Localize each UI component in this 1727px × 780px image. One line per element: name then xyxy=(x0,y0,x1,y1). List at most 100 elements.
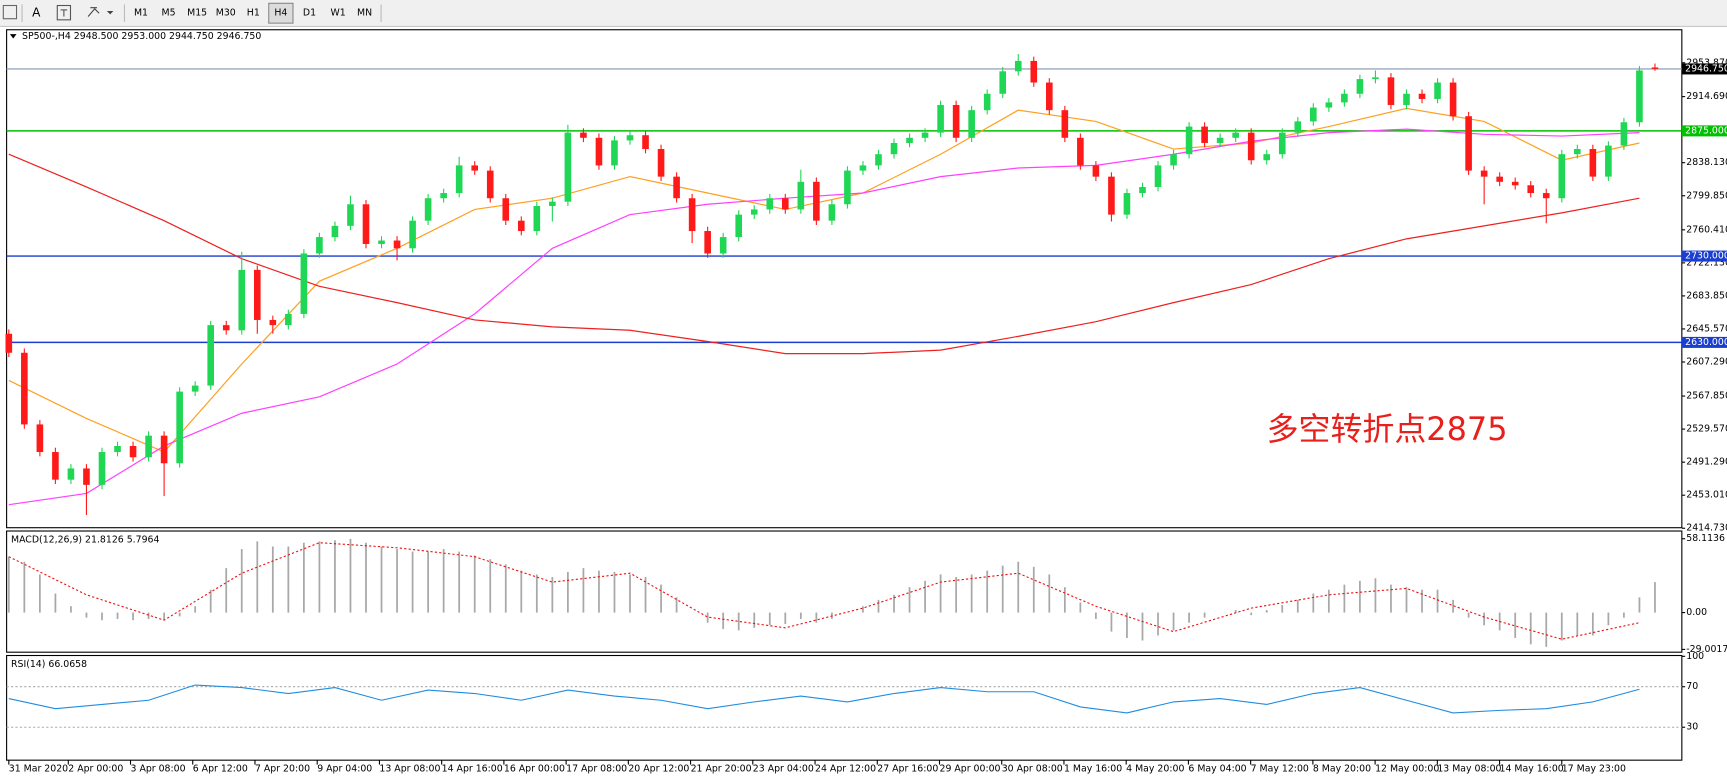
candle-body xyxy=(766,198,774,210)
candle-body xyxy=(875,154,882,166)
candle-body xyxy=(1108,176,1115,215)
candle-body xyxy=(471,165,479,171)
timeframe-bar: M1 M5 M15 M30 H1 H4 D1 W1 MN xyxy=(134,2,382,24)
indicator-title: RSI(14) 66.0658 xyxy=(11,659,87,670)
moving-average xyxy=(8,153,1640,355)
candle-body xyxy=(1542,193,1550,199)
y-tick-label: 30 xyxy=(1686,722,1698,733)
x-tick-label: 14 May 16:00 xyxy=(1500,763,1564,774)
timeframe-button[interactable]: W1 xyxy=(331,8,346,19)
menu-arrow[interactable] xyxy=(9,34,17,39)
x-tick-label: 20 Apr 12:00 xyxy=(628,763,689,774)
y-tick-label: 2838.130 xyxy=(1686,157,1727,168)
candle-body xyxy=(983,93,991,111)
annotation: 多空转折点2875 xyxy=(1267,410,1508,448)
icon-crosshair[interactable] xyxy=(2,4,18,20)
candle-body xyxy=(813,181,820,221)
y-tick-label: 2953.870 xyxy=(1686,57,1727,68)
candle-body xyxy=(1325,102,1333,108)
candle-body xyxy=(1372,77,1379,80)
candle-body xyxy=(1449,82,1457,117)
candle-body xyxy=(688,198,696,232)
timeframe-button[interactable]: M15 xyxy=(187,8,207,19)
x-tick-label: 2 Apr 00:00 xyxy=(68,763,123,774)
candle-body xyxy=(1232,132,1239,138)
candle-body xyxy=(409,220,416,249)
price-label-box xyxy=(1681,336,1727,348)
candle-body xyxy=(1651,67,1659,69)
price-label-box xyxy=(1681,63,1727,75)
x-tick-label: 7 May 12:00 xyxy=(1251,763,1309,774)
candle-body xyxy=(285,313,292,326)
timeframe-button[interactable]: MN xyxy=(357,8,372,19)
timeframe-button[interactable]: M5 xyxy=(161,8,175,19)
moving-average xyxy=(8,128,1640,506)
candle-body xyxy=(859,165,867,171)
candle-body xyxy=(937,104,944,133)
icon-objects[interactable] xyxy=(87,7,100,17)
y-tick-label: 2567.850 xyxy=(1686,391,1727,402)
candle-body xyxy=(1092,165,1100,177)
macd-panel xyxy=(6,530,1683,653)
timeframe-button[interactable]: M30 xyxy=(216,8,236,19)
y-tick-label: 70 xyxy=(1686,681,1698,692)
candle-body xyxy=(347,204,354,226)
candle-body xyxy=(921,132,929,138)
price-label-box xyxy=(1681,250,1727,262)
rsi-line xyxy=(8,684,1640,714)
candle-body xyxy=(1030,60,1038,83)
candle-body xyxy=(269,319,277,326)
candle-body xyxy=(502,198,510,221)
x-tick-label: 9 Apr 04:00 xyxy=(317,763,372,774)
candle-body xyxy=(253,269,261,320)
active-button xyxy=(268,2,294,24)
candle-body xyxy=(1216,137,1224,143)
candle-body xyxy=(238,269,246,331)
x-tick-label: 31 Mar 2020 xyxy=(9,763,68,774)
dropdown-arrow[interactable] xyxy=(106,11,114,15)
x-tick-label: 29 Apr 00:00 xyxy=(939,763,1000,774)
candle-body xyxy=(657,149,665,177)
candle-body xyxy=(999,71,1007,94)
candle-body xyxy=(83,468,90,485)
x-tick-label: 7 Apr 20:00 xyxy=(255,763,310,774)
y-tick-label: 2799.850 xyxy=(1686,190,1727,201)
candle-body xyxy=(316,237,323,254)
y-tick-label: 2914.690 xyxy=(1686,91,1727,102)
candle-body xyxy=(595,137,603,166)
candle-body xyxy=(735,214,743,238)
x-tick-label: 6 May 04:00 xyxy=(1188,763,1246,774)
candle-body xyxy=(1310,107,1317,122)
icon-label[interactable] xyxy=(56,4,72,21)
x-tick-label: 3 Apr 08:00 xyxy=(131,763,186,774)
candle-body xyxy=(424,198,432,221)
candle-body xyxy=(1418,93,1426,99)
candle-body xyxy=(1620,122,1628,146)
candle-body xyxy=(98,452,106,485)
candle-body xyxy=(67,468,75,480)
candle-body xyxy=(1263,154,1271,161)
candle-body xyxy=(1061,110,1069,138)
candle-body xyxy=(626,135,634,141)
y-tick-label: -29.0017 xyxy=(1686,644,1727,655)
candle-body xyxy=(378,240,385,244)
candle-body xyxy=(1278,132,1286,155)
timeframe-button[interactable]: M1 xyxy=(134,8,148,19)
moving-average xyxy=(8,107,1640,453)
candle-body xyxy=(486,170,494,199)
timeframe-button[interactable]: H4 xyxy=(274,8,287,19)
timeframe-button[interactable]: D1 xyxy=(303,8,316,19)
candle-body xyxy=(797,181,805,210)
y-tick-label: 2529.570 xyxy=(1686,424,1727,435)
candle-body xyxy=(5,333,13,353)
candle-body xyxy=(906,137,913,143)
x-tick-label: 17 Apr 08:00 xyxy=(566,763,627,774)
text-tool[interactable]: A xyxy=(32,6,41,20)
candle-body xyxy=(1636,70,1643,123)
x-tick-label: 17 May 23:00 xyxy=(1562,763,1626,774)
candle-body xyxy=(704,231,711,254)
timeframe-button[interactable]: H1 xyxy=(247,8,260,19)
candle-body xyxy=(1170,154,1177,166)
